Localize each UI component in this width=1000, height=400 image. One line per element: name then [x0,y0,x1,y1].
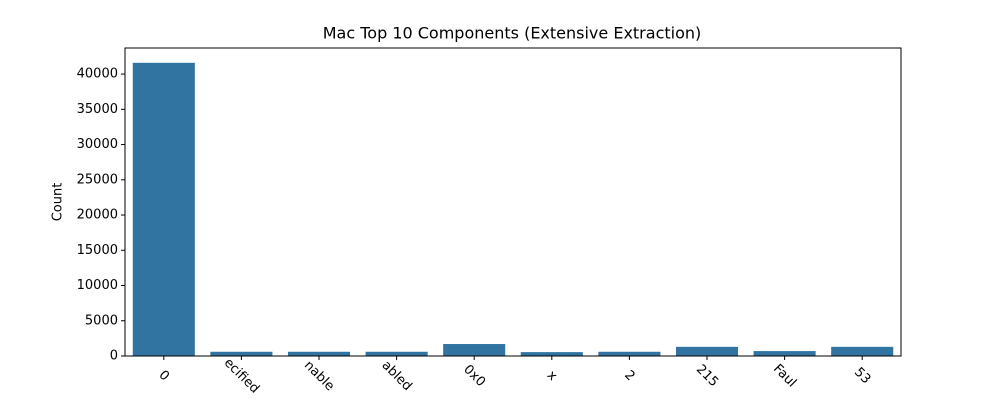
bar [520,352,583,356]
bar [831,346,894,356]
x-tick-label: 2 [621,368,637,384]
bar [598,351,661,356]
x-tick-label: 0 [156,368,172,384]
bar [132,62,195,357]
x-tick-label: abled [379,358,415,394]
y-tick-label: 0 [110,349,118,364]
x-tick-label: x [544,368,560,384]
y-tick-label: 20000 [77,208,118,223]
x-tick-label: 53 [851,365,873,387]
x-tick-label: 0x0 [460,362,488,390]
bar [443,344,506,356]
x-tick-label: nable [301,358,337,394]
y-tick-label: 40000 [77,67,118,82]
y-tick-label: 10000 [77,278,118,293]
bar [753,351,816,356]
bar [287,351,351,356]
y-tick-label: 5000 [85,313,118,328]
x-tick-label: ecified [221,355,262,396]
chart-title: Mac Top 10 Components (Extensive Extract… [323,24,702,43]
y-tick-label: 15000 [77,243,118,258]
y-tick-label: 30000 [77,137,118,152]
bar [365,351,428,356]
bar [210,351,273,356]
plot-frame [124,47,902,357]
bar [675,346,739,356]
x-tick-label: Faul [770,361,799,390]
y-axis-label: Count [51,183,66,222]
y-tick-label: 25000 [77,172,118,187]
x-tick-label: 215 [693,362,721,390]
y-tick-label: 35000 [77,102,118,117]
